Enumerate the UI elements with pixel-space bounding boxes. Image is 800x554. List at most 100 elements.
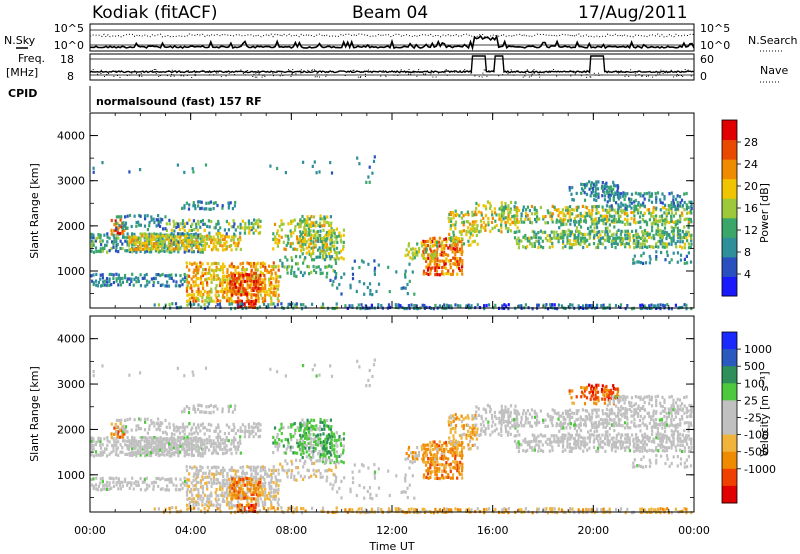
power-cell: [672, 239, 675, 243]
power-cell: [168, 302, 171, 307]
velocity-cell: [233, 407, 236, 411]
power-cell: [280, 228, 283, 232]
velocity-cell: [143, 480, 146, 484]
velocity-cell: [135, 424, 138, 428]
velocity-cell: [434, 454, 437, 458]
power-cell: [675, 245, 678, 249]
power-cell: [322, 253, 325, 257]
power-cell: [612, 232, 615, 236]
power-cell: [205, 296, 208, 300]
power-cell: [500, 230, 503, 234]
velocity-cell: [157, 447, 160, 451]
colorbar-segment: [722, 120, 737, 141]
velocity-cell: [179, 444, 182, 448]
velocity-cell: [451, 440, 454, 444]
velocity-cell: [130, 444, 133, 448]
power-cell: [187, 244, 190, 248]
power-cell: [329, 224, 332, 228]
velocity-cell: [145, 476, 148, 480]
power-cell: [562, 236, 565, 240]
power-cell: [199, 281, 203, 285]
power-cell: [131, 272, 134, 276]
power-cell: [447, 304, 450, 308]
velocity-cell: [230, 468, 233, 473]
power-cell: [500, 216, 503, 220]
power-cell: [609, 208, 612, 212]
power-cell: [579, 211, 582, 216]
velocity-cell: [188, 442, 191, 446]
power-cell: [448, 219, 451, 224]
velocity-cell: [113, 426, 116, 430]
velocity-cell: [289, 435, 293, 439]
power-cell: [159, 235, 162, 239]
power-cell: [513, 230, 516, 234]
velocity-cell: [306, 418, 309, 422]
power-cell: [235, 276, 238, 281]
velocity-cell: [327, 433, 330, 437]
power-cell: [202, 244, 205, 248]
power-cell: [237, 241, 240, 245]
velocity-cell: [211, 451, 214, 455]
power-cell: [502, 217, 505, 221]
power-cell: [444, 259, 447, 263]
power-cell: [119, 231, 122, 236]
power-cell: [404, 286, 407, 290]
power-cell: [281, 264, 284, 268]
power-cell: [214, 226, 217, 230]
power-cell: [219, 234, 223, 238]
power-cell: [230, 235, 234, 239]
velocity-cell: [167, 488, 170, 492]
velocity-cell: [337, 461, 340, 465]
velocity-cell: [221, 471, 224, 475]
power-cell: [275, 274, 278, 278]
power-cell: [319, 249, 322, 253]
power-cell: [301, 214, 304, 219]
power-cell: [500, 226, 503, 230]
power-cell: [295, 274, 298, 278]
power-cell: [250, 271, 253, 275]
velocity-cell: [248, 509, 251, 513]
power-cell: [504, 223, 507, 227]
power-cell: [181, 238, 185, 243]
power-cell: [196, 271, 200, 275]
power-cell: [509, 229, 512, 233]
power-cell: [668, 192, 671, 196]
power-cell: [619, 205, 622, 209]
power-cell: [110, 228, 113, 232]
power-cell: [582, 304, 585, 308]
power-cell: [186, 293, 189, 297]
velocity-cell: [257, 480, 260, 485]
power-cell: [170, 273, 173, 277]
power-cell: [375, 289, 378, 294]
power-cell: [135, 220, 138, 225]
power-cell: [206, 290, 209, 294]
power-cell: [308, 230, 311, 234]
velocity-cell: [239, 509, 242, 513]
power-cell: [144, 235, 147, 239]
velocity-cell: [330, 437, 333, 442]
power-cell: [135, 239, 138, 243]
velocity-cell: [157, 454, 160, 458]
velocity-cell: [257, 483, 260, 487]
power-cell: [520, 239, 523, 243]
power-cell: [337, 257, 340, 261]
power-cell: [514, 222, 517, 227]
power-cell: [342, 247, 345, 251]
velocity-cell: [201, 484, 204, 489]
power-cell: [583, 183, 586, 187]
power-cell: [589, 194, 592, 198]
power-cell: [286, 241, 290, 245]
power-cell: [127, 244, 130, 248]
power-cell: [200, 290, 203, 294]
range-tick-label: 4000: [57, 130, 85, 143]
power-cell: [429, 268, 432, 272]
power-cell: [254, 228, 257, 232]
power-cell: [148, 250, 151, 254]
power-cell: [577, 236, 580, 240]
power-cell: [130, 277, 133, 281]
velocity-cell: [172, 451, 175, 455]
power-cell: [619, 214, 622, 218]
velocity-cell: [237, 509, 240, 513]
power-cell: [170, 228, 173, 232]
